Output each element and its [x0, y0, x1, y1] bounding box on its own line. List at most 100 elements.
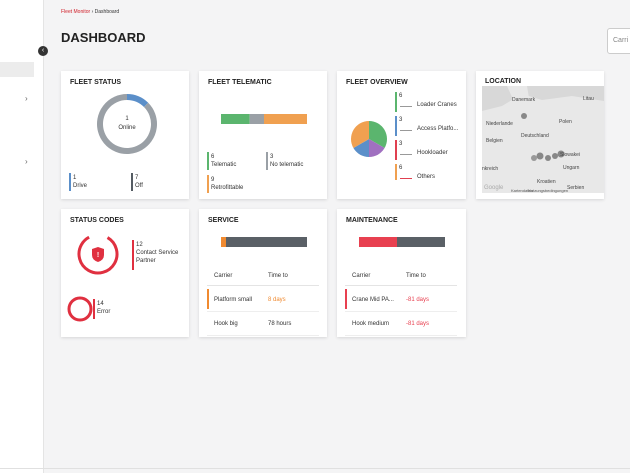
breadcrumb-separator: › [91, 9, 94, 15]
legend-label: Hookloader [417, 150, 448, 156]
fleet-status-card: FLEET STATUS 1 Online 1 Drive 7 Off [61, 71, 189, 199]
card-title: LOCATION [485, 78, 522, 85]
legend-bar [395, 140, 397, 160]
footer-line [0, 468, 630, 469]
search-input[interactable]: Carri [607, 28, 630, 54]
legend: 9 Retrofittable [211, 176, 243, 192]
table-header: Carrier [214, 273, 233, 279]
legend-bar [395, 116, 397, 136]
table-cell[interactable]: Hook medium [352, 321, 390, 327]
collapse-button[interactable]: ‹ [38, 46, 48, 56]
table-cell: -81 days [406, 321, 430, 327]
breadcrumb: Fleet Monitor › Dashboard [61, 9, 119, 15]
table-cell[interactable]: Platform small [214, 297, 253, 303]
legend-icon [400, 124, 412, 131]
legend-label: Access Platfo... [417, 126, 459, 132]
legend-label: Telematic [211, 162, 237, 168]
map-label: Polen [559, 119, 572, 125]
legend-label: Drive [73, 183, 88, 189]
donut-segment [126, 94, 149, 108]
legend-bar [395, 164, 397, 180]
row-divider [207, 311, 319, 312]
legend-icon [400, 148, 412, 155]
table-header: Carrier [352, 273, 371, 279]
map-label: Serbien [567, 185, 585, 191]
legend-bar [69, 173, 71, 191]
table-divider [207, 285, 319, 286]
row-highlight [345, 289, 347, 309]
nav-chevron[interactable]: › [25, 157, 28, 166]
bar-segment [249, 114, 264, 124]
legend-bar [93, 299, 95, 319]
card-title: FLEET TELEMATIC [208, 79, 272, 86]
legend: 12 Contact Service Partner [136, 241, 188, 265]
map-label: Deutschland [521, 133, 549, 139]
progress-segment [221, 237, 226, 247]
legend-label: Contact Service Partner [136, 250, 179, 264]
donut-label: Online [118, 125, 136, 131]
table-cell: -81 days [406, 297, 430, 303]
legend-icon [400, 100, 412, 107]
legend-label: Off [135, 183, 143, 189]
legend-bar [395, 92, 397, 112]
map-label: Litau [583, 96, 594, 102]
legend-bar [207, 175, 209, 193]
legend-bar [266, 152, 268, 170]
legend-bar [132, 240, 134, 270]
service-card: SERVICE Carrier Time to Platform small 8 da… [199, 209, 327, 337]
map-attribution[interactable]: Kartendaten [511, 188, 533, 193]
table-cell: 78 hours [268, 321, 292, 327]
maintenance-card: MAINTENANCE Carrier Time to Crane Mid PA..… [337, 209, 466, 337]
status-codes-card: STATUS CODES ! 12 Contact Service Partner… [61, 209, 189, 337]
map-label: Niederlande [486, 121, 513, 127]
card-title: MAINTENANCE [346, 217, 398, 224]
pie-slice [353, 139, 369, 157]
donut-chart [97, 94, 157, 154]
sidebar: › › [0, 0, 44, 473]
progress-segment [359, 237, 397, 247]
map-land [482, 86, 604, 193]
bar-segment [264, 114, 307, 124]
map-label: Danemark [512, 97, 536, 103]
legend-label: No telematic [270, 162, 304, 168]
pie-slice [351, 121, 369, 148]
breadcrumb-link[interactable]: Fleet Monitor [61, 9, 91, 15]
map-label: Kroatien [537, 179, 556, 185]
card-title: FLEET OVERVIEW [346, 79, 408, 86]
legend: 1 Drive [73, 174, 87, 190]
table-cell[interactable]: Crane Mid PA... [352, 297, 394, 303]
legend-label: Error [97, 309, 111, 315]
table-header: Time to [268, 273, 288, 279]
fleet-telematic-card: FLEET TELEMATIC 6 Telematic 3 No telematic… [199, 71, 327, 199]
fleet-overview-card: FLEET OVERVIEW 6 Loader Cranes 3 Access Pla… [337, 71, 466, 199]
row-divider [207, 335, 319, 336]
map-attribution: Google [484, 185, 504, 191]
table-cell: 8 days [268, 297, 286, 303]
map[interactable]: Danemark Litau Niederlande Polen Belgien Deut… [482, 86, 604, 193]
card-title: STATUS CODES [70, 217, 124, 224]
row-divider [345, 335, 457, 336]
legend-value: 3 [399, 141, 403, 147]
breadcrumb-current: Dashboard [94, 9, 120, 15]
legend-value: 6 [399, 93, 403, 99]
map-label: Slowakei [560, 152, 581, 158]
legend-value: 1 [73, 175, 77, 181]
row-highlight [207, 289, 209, 309]
table-cell[interactable]: Hook big [214, 321, 238, 327]
nav-item-active[interactable] [0, 62, 34, 77]
map-label: Belgien [486, 138, 503, 144]
pie-slice [369, 121, 387, 148]
svg-text:!: ! [97, 252, 99, 259]
map-label: Ungarn [563, 165, 580, 171]
table-header: Time to [406, 273, 426, 279]
legend-value: 12 [136, 242, 143, 248]
nav-chevron[interactable]: › [25, 94, 28, 103]
card-title: SERVICE [208, 217, 239, 224]
donut-segment [97, 94, 157, 154]
card-title: FLEET STATUS [70, 79, 122, 86]
legend: 3 No telematic [270, 153, 303, 169]
map-attribution[interactable]: Nutzungsbedingungen [528, 188, 569, 193]
page-title: DASHBOARD [61, 30, 146, 45]
legend-label: Loader Cranes [417, 102, 457, 108]
